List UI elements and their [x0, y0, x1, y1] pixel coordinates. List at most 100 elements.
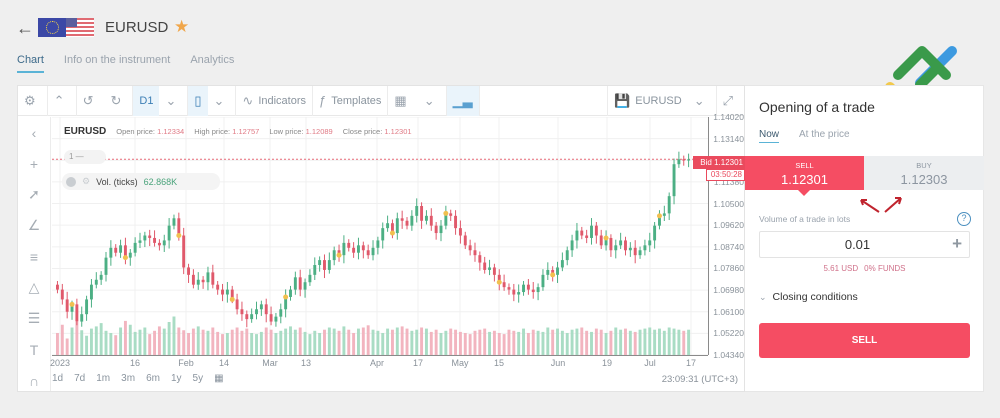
- back-arrow-icon[interactable]: ←: [16, 18, 34, 38]
- collapse-button[interactable]: ⌃: [48, 85, 77, 116]
- trend-line-icon[interactable]: ➚: [28, 186, 40, 202]
- price-chart[interactable]: [52, 117, 708, 355]
- trade-panel: Opening of a trade Now At the price SELL…: [745, 85, 984, 392]
- gear-icon: ⚙: [24, 92, 36, 108]
- chevron-down-icon: ⌄: [165, 92, 177, 108]
- fullscreen-button[interactable]: ⤢: [717, 86, 744, 116]
- margin-usd: 5.61 USD: [823, 264, 859, 273]
- volume-value: 0.01: [844, 237, 871, 252]
- magnet-icon[interactable]: ∩: [28, 372, 40, 389]
- tab-info[interactable]: Info on the instrument: [63, 54, 171, 66]
- bid-price-tag: Bid 1.12301: [693, 156, 745, 169]
- tab-at-price[interactable]: At the price: [799, 129, 850, 140]
- time-tick: Feb: [178, 358, 194, 368]
- range-1d[interactable]: 1d: [52, 373, 64, 384]
- order-type-tabs: Now At the price: [759, 129, 850, 143]
- time-tick: Apr: [369, 358, 385, 368]
- price-tick: 1.05220: [713, 328, 744, 339]
- candles-icon: ▯: [194, 92, 202, 108]
- measure-icon[interactable]: ☰: [27, 310, 41, 326]
- plus-icon[interactable]: +: [952, 234, 962, 253]
- time-tick: 19: [601, 358, 613, 368]
- sell-label: SELL: [795, 161, 814, 170]
- tab-analytics[interactable]: Analytics: [190, 54, 235, 66]
- range-7d[interactable]: 7d: [74, 373, 86, 384]
- bar-chart-icon: ▁▃: [452, 92, 473, 108]
- timeframe-select[interactable]: D1: [133, 85, 160, 116]
- tab-chart[interactable]: Chart: [17, 54, 44, 73]
- sell-submit-button[interactable]: SELL: [759, 323, 970, 358]
- timeframe-dropdown[interactable]: ⌄: [159, 85, 189, 116]
- range-1y[interactable]: 1y: [170, 373, 182, 384]
- time-tick: 2023: [49, 358, 71, 368]
- price-tick: 1.11380: [713, 176, 744, 187]
- price-tick: 1.10500: [713, 198, 744, 209]
- closing-conditions-toggle[interactable]: ⌄ Closing conditions: [759, 291, 858, 303]
- price-tick: 1.06100: [713, 306, 744, 317]
- instrument-title: EURUSD: [105, 19, 169, 36]
- panel-title: Opening of a trade: [759, 99, 875, 115]
- pattern-icon[interactable]: △: [28, 279, 40, 295]
- drawing-tools-sidebar: ‹ + ➚ ∠ ≡ △ ☰ T ∩: [18, 117, 51, 391]
- undo-button[interactable]: ↺: [77, 86, 105, 116]
- volume-input[interactable]: 0.01 +: [759, 231, 970, 258]
- tab-now[interactable]: Now: [759, 129, 780, 143]
- save-layout-button[interactable]: 💾 EURUSD: [607, 85, 688, 116]
- time-axis[interactable]: 2023 16 Feb 14 Mar 13 Apr 17 May 15 Jun 19 Jul 17: [49, 355, 708, 371]
- price-tick: 1.06980: [713, 285, 744, 296]
- calendar-dropdown[interactable]: ⌄: [418, 85, 447, 116]
- buy-side-button[interactable]: BUY 1.12303: [864, 156, 984, 190]
- layer-pill[interactable]: 1 —: [64, 150, 106, 164]
- chevron-down-icon: ⌄: [213, 92, 225, 108]
- volume-indicator-pill: ⚙ Vol. (ticks) 62.868K: [62, 173, 220, 190]
- chart-type-button[interactable]: ▯: [188, 85, 208, 116]
- templates-button[interactable]: ƒ Templates: [313, 85, 389, 116]
- chevron-down-icon: ⌄: [693, 92, 705, 108]
- channel-icon[interactable]: ≡: [29, 248, 39, 265]
- date-range-calendar-icon[interactable]: ▦: [214, 373, 224, 384]
- chart-toolbar: ⚙ ⌃ ↺ ↻ D1 ⌄ ▯ ⌄ ∿ Indicators ƒ Templates …: [18, 85, 744, 116]
- indicators-button[interactable]: ∿ Indicators: [236, 85, 314, 116]
- range-1m[interactable]: 1m: [96, 373, 111, 384]
- high-value: 1.12757: [232, 127, 260, 136]
- range-6m[interactable]: 6m: [146, 373, 160, 384]
- margin-info: 5.61 USD 0% FUNDS: [745, 264, 984, 273]
- indicator-settings-icon[interactable]: ⚙: [82, 176, 91, 186]
- redo-button[interactable]: ↻: [104, 85, 134, 116]
- volume-toggle[interactable]: ▁▃: [446, 85, 480, 116]
- layout-name: EURUSD: [635, 94, 682, 107]
- settings-button[interactable]: ⚙: [18, 85, 48, 116]
- range-5y[interactable]: 5y: [192, 373, 204, 384]
- hide-indicator-icon[interactable]: [66, 176, 76, 187]
- sell-side-button[interactable]: SELL 1.12301: [745, 156, 864, 196]
- sell-price: 1.12301: [781, 172, 828, 187]
- text-tool-icon[interactable]: T: [29, 341, 39, 358]
- range-3m[interactable]: 3m: [121, 373, 136, 384]
- ohlc-legend: EURUSD Open price: 1.12334 High price: 1…: [64, 126, 412, 137]
- volume-label: Volume of a trade in lots: [759, 214, 851, 224]
- calendar-button[interactable]: ▦: [388, 86, 417, 116]
- help-icon[interactable]: ?: [957, 212, 971, 226]
- collapse-tools-icon[interactable]: ‹: [31, 124, 37, 141]
- undo-icon: ↺: [82, 92, 94, 108]
- price-tick: 1.04340: [713, 350, 744, 360]
- templates-label: Templates: [331, 94, 382, 107]
- chevron-down-icon: ⌄: [423, 92, 435, 108]
- buy-label: BUY: [916, 161, 932, 170]
- legend-symbol: EURUSD: [64, 126, 107, 137]
- favorite-star-icon[interactable]: ★: [174, 17, 190, 36]
- price-tick: 1.09620: [713, 220, 744, 231]
- crosshair-icon[interactable]: +: [29, 155, 39, 172]
- time-tick: 13: [300, 358, 312, 368]
- price-axis[interactable]: 1.140201.131401.122601.113801.105001.096…: [708, 112, 744, 360]
- chart-widget: ⚙ ⌃ ↺ ↻ D1 ⌄ ▯ ⌄ ∿ Indicators ƒ Templates …: [17, 85, 745, 392]
- fib-tool-icon[interactable]: ∠: [27, 217, 41, 233]
- calendar-icon: ▦: [394, 92, 407, 108]
- function-icon: ƒ: [319, 93, 327, 108]
- range-selector: 1d 7d 1m 3m 6m 1y 5y ▦: [52, 373, 224, 384]
- time-tick: 16: [129, 358, 141, 368]
- layout-dropdown[interactable]: ⌄: [688, 85, 717, 116]
- chart-type-dropdown[interactable]: ⌄: [208, 85, 237, 116]
- save-icon: 💾: [614, 92, 631, 108]
- timeframe-value: D1: [139, 94, 154, 107]
